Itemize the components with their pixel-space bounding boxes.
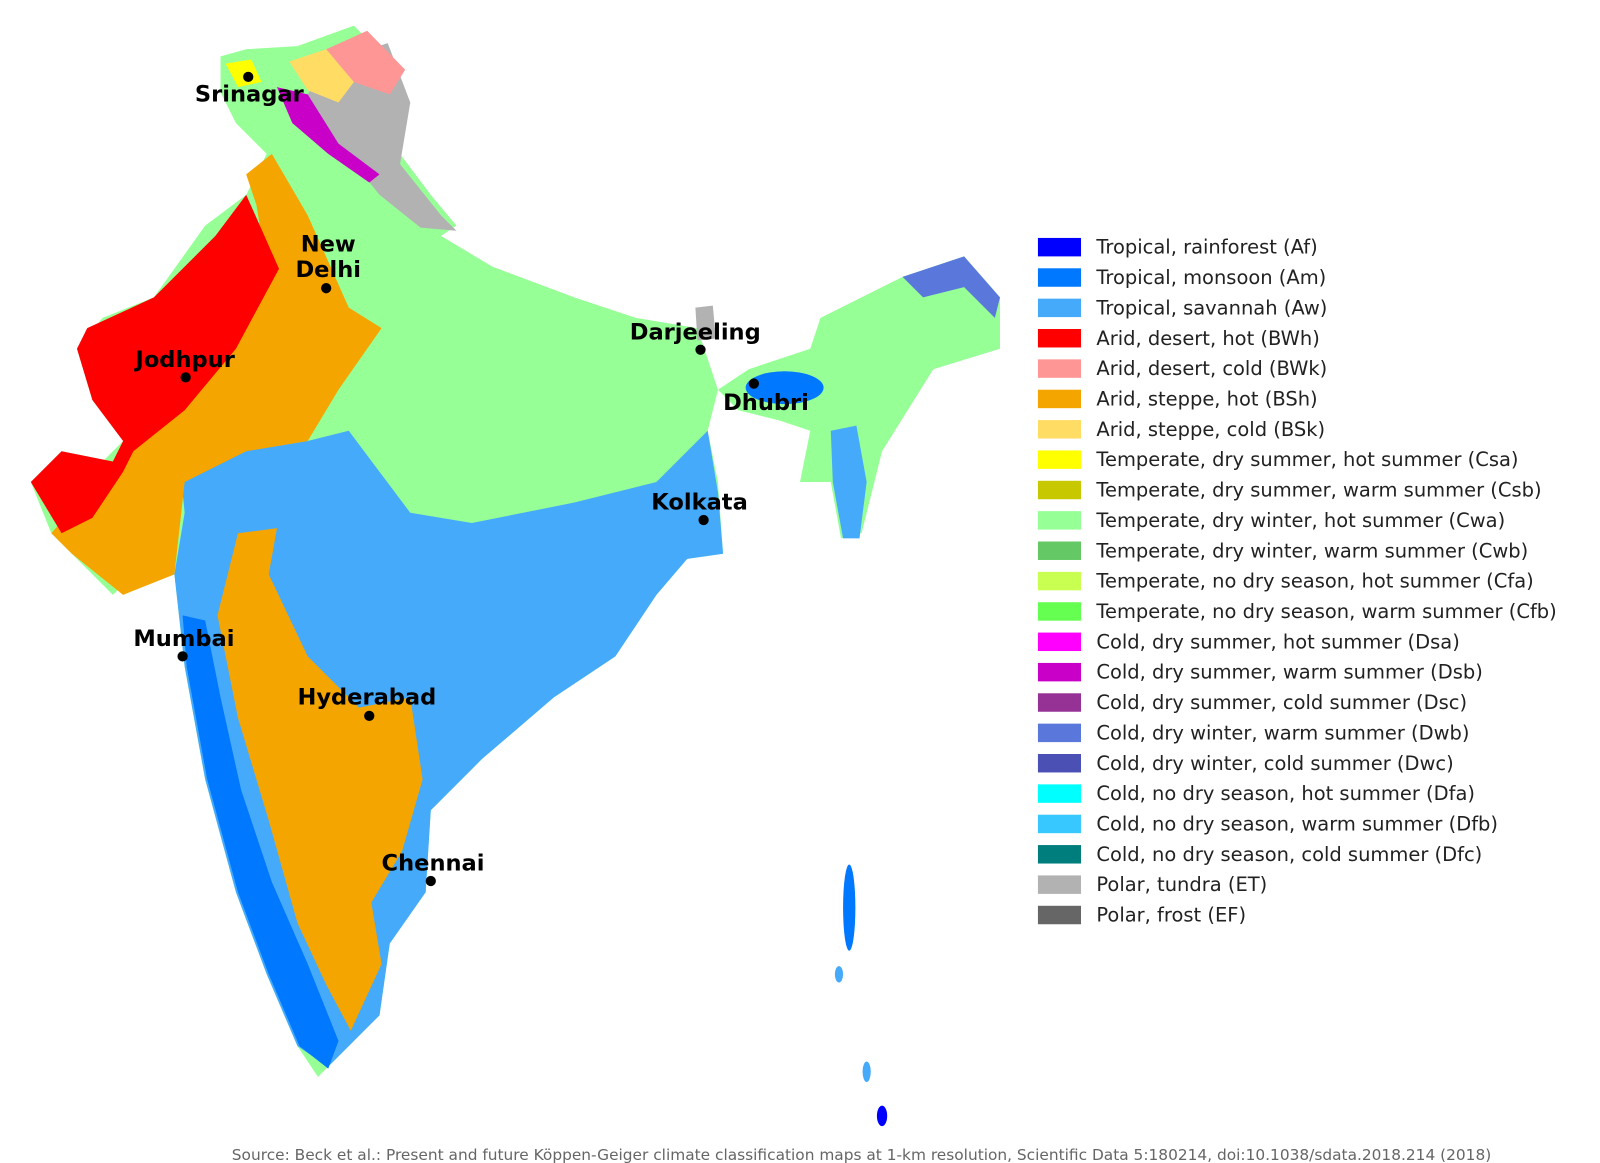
city-label: Chennai	[382, 851, 485, 877]
region-bsh	[51, 153, 382, 595]
city-label: New Delhi	[295, 231, 361, 283]
legend-label: Tropical, rainforest (Af)	[1095, 236, 1317, 259]
region-csa	[225, 59, 262, 88]
legend-swatch	[1037, 693, 1082, 712]
legend-label: Cold, dry summer, hot summer (Dsa)	[1096, 630, 1459, 653]
legend-label: Cold, dry winter, warm summer (Dwb)	[1096, 721, 1469, 744]
legend-label: Temperate, dry winter, hot summer (Cwa)	[1095, 509, 1505, 532]
legend-label: Arid, desert, cold (BWk)	[1096, 357, 1327, 380]
city-dot	[425, 875, 436, 887]
legend-swatch	[1037, 359, 1082, 378]
source-note: Source: Beck et al.: Present and future …	[232, 1146, 1491, 1163]
legend-label: Tropical, savannah (Aw)	[1095, 296, 1327, 319]
city-dot	[695, 344, 706, 355]
city-dot	[364, 710, 375, 721]
legend-swatch	[1037, 814, 1082, 834]
city-dot	[177, 651, 188, 662]
legend-swatch	[1037, 420, 1082, 439]
legend-label: Tropical, monsoon (Am)	[1095, 266, 1326, 289]
legend-swatch	[1037, 480, 1082, 500]
legend-label: Temperate, dry winter, warm summer (Cwb)	[1095, 539, 1528, 562]
legend-swatch	[1037, 541, 1082, 560]
legend-label: Cold, dry summer, warm summer (Dsb)	[1096, 661, 1482, 684]
legend-swatch	[1037, 511, 1082, 530]
city-label: Jodhpur	[133, 347, 235, 373]
city-dot	[321, 283, 332, 294]
legend-swatch	[1037, 723, 1082, 743]
legend-label: Temperate, dry summer, warm summer (Csb)	[1095, 479, 1541, 502]
city-dot	[748, 378, 759, 389]
region-et-darj	[695, 305, 716, 341]
island	[876, 1105, 888, 1127]
region-bsk	[289, 49, 354, 103]
legend-swatch	[1037, 845, 1082, 864]
legend-swatch	[1037, 784, 1082, 803]
legend-swatch	[1037, 754, 1082, 773]
city-dot	[180, 372, 191, 383]
legend-swatch	[1037, 298, 1082, 318]
island	[834, 966, 844, 983]
legend-label: Cold, no dry season, hot summer (Dfa)	[1096, 782, 1475, 805]
legend-label: Arid, steppe, cold (BSk)	[1096, 418, 1325, 441]
region-bwk	[326, 30, 406, 95]
legend-label: Temperate, no dry season, hot summer (Cf…	[1095, 570, 1533, 593]
region-dsb	[276, 87, 380, 183]
legend-label: Polar, frost (EF)	[1096, 904, 1246, 927]
region-bwh	[30, 194, 280, 534]
region-dwb-ne	[902, 256, 1000, 318]
legend-swatch	[1037, 450, 1082, 469]
legend-label: Temperate, dry summer, hot summer (Csa)	[1095, 448, 1518, 471]
city-label: Kolkata	[651, 490, 748, 516]
legend-swatch	[1037, 905, 1082, 925]
legend-label: Cold, dry winter, cold summer (Dwc)	[1096, 752, 1453, 775]
city-dot	[243, 71, 254, 83]
legend-label: Cold, dry summer, cold summer (Dsc)	[1096, 691, 1467, 714]
legend-swatch	[1037, 875, 1082, 894]
legend-label: Temperate, no dry season, warm summer (C…	[1095, 600, 1556, 623]
region-aw-ne	[830, 425, 867, 539]
map-regions	[30, 25, 1000, 1127]
cities: Srinagar New Delhi Jodhpur Darjeeling Dhu…	[133, 71, 809, 887]
region-am	[182, 615, 339, 1069]
city-label: Darjeeling	[630, 319, 761, 345]
legend-swatch	[1037, 632, 1082, 652]
city-dot	[698, 514, 709, 526]
island	[843, 864, 856, 951]
city-label: Hyderabad	[297, 685, 436, 711]
legend-label: Cold, no dry season, warm summer (Dfb)	[1096, 812, 1498, 835]
island	[862, 1061, 871, 1082]
legend: Tropical, rainforest (Af) Tropical, monso…	[1037, 236, 1557, 927]
legend-label: Arid, steppe, hot (BSh)	[1096, 387, 1317, 410]
legend-label: Cold, no dry season, cold summer (Dfc)	[1096, 843, 1482, 866]
region-am-ne	[745, 371, 824, 405]
city-label: Mumbai	[133, 626, 234, 652]
legend-swatch	[1037, 602, 1082, 621]
legend-swatch	[1037, 268, 1082, 287]
legend-swatch	[1037, 571, 1082, 591]
city-label: Srinagar	[195, 82, 305, 108]
legend-label: Polar, tundra (ET)	[1096, 873, 1267, 896]
legend-swatch	[1037, 329, 1082, 348]
region-cwa-ne	[717, 256, 1000, 539]
legend-label: Arid, desert, hot (BWh)	[1096, 327, 1319, 350]
legend-swatch	[1037, 237, 1082, 257]
city-label: Dhubri	[723, 390, 809, 416]
legend-swatch	[1037, 389, 1082, 409]
region-bsh-deccan	[217, 528, 423, 1031]
legend-swatch	[1037, 662, 1082, 682]
